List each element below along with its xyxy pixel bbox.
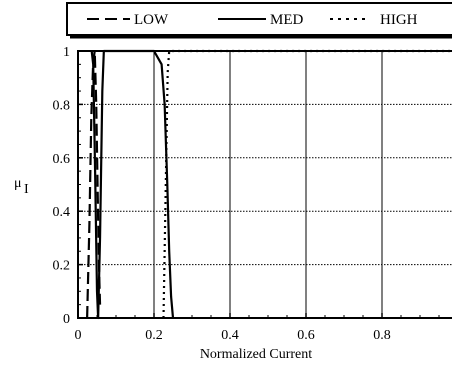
grid-lines bbox=[78, 51, 452, 318]
plot-frame bbox=[77, 50, 452, 319]
legend-label-low: LOW bbox=[134, 12, 169, 28]
x-tick-label: 0.4 bbox=[221, 328, 239, 343]
plot-area bbox=[77, 49, 452, 320]
y-tick-label: 0.2 bbox=[53, 259, 71, 274]
tick-labels: 0 0.2 0.4 0.6 0.8 0 0.2 0.4 0.6 0.8 1 bbox=[53, 45, 391, 343]
y-tick-label: 0 bbox=[63, 312, 70, 327]
legend-label-high: HIGH bbox=[380, 12, 418, 28]
y-tick-label: 0.4 bbox=[53, 205, 71, 220]
y-axis-label-subscript: I bbox=[24, 182, 29, 197]
y-axis-label: μ bbox=[14, 176, 22, 191]
x-tick-label: 0.6 bbox=[297, 328, 315, 343]
axis-ticks bbox=[77, 50, 440, 319]
y-tick-label: 1 bbox=[63, 45, 70, 60]
legend-label-med: MED bbox=[270, 12, 304, 28]
y-tick-label: 0.6 bbox=[53, 152, 71, 167]
x-tick-label: 0.8 bbox=[373, 328, 391, 343]
x-tick-label: 0 bbox=[75, 328, 82, 343]
y-tick-label: 0.8 bbox=[53, 98, 71, 113]
series-line-med bbox=[90, 49, 175, 320]
series-layer bbox=[86, 49, 452, 320]
x-tick-label: 0.2 bbox=[145, 328, 163, 343]
x-axis-label: Normalized Current bbox=[200, 347, 312, 362]
legend: LOW MED HIGH bbox=[66, 2, 452, 39]
